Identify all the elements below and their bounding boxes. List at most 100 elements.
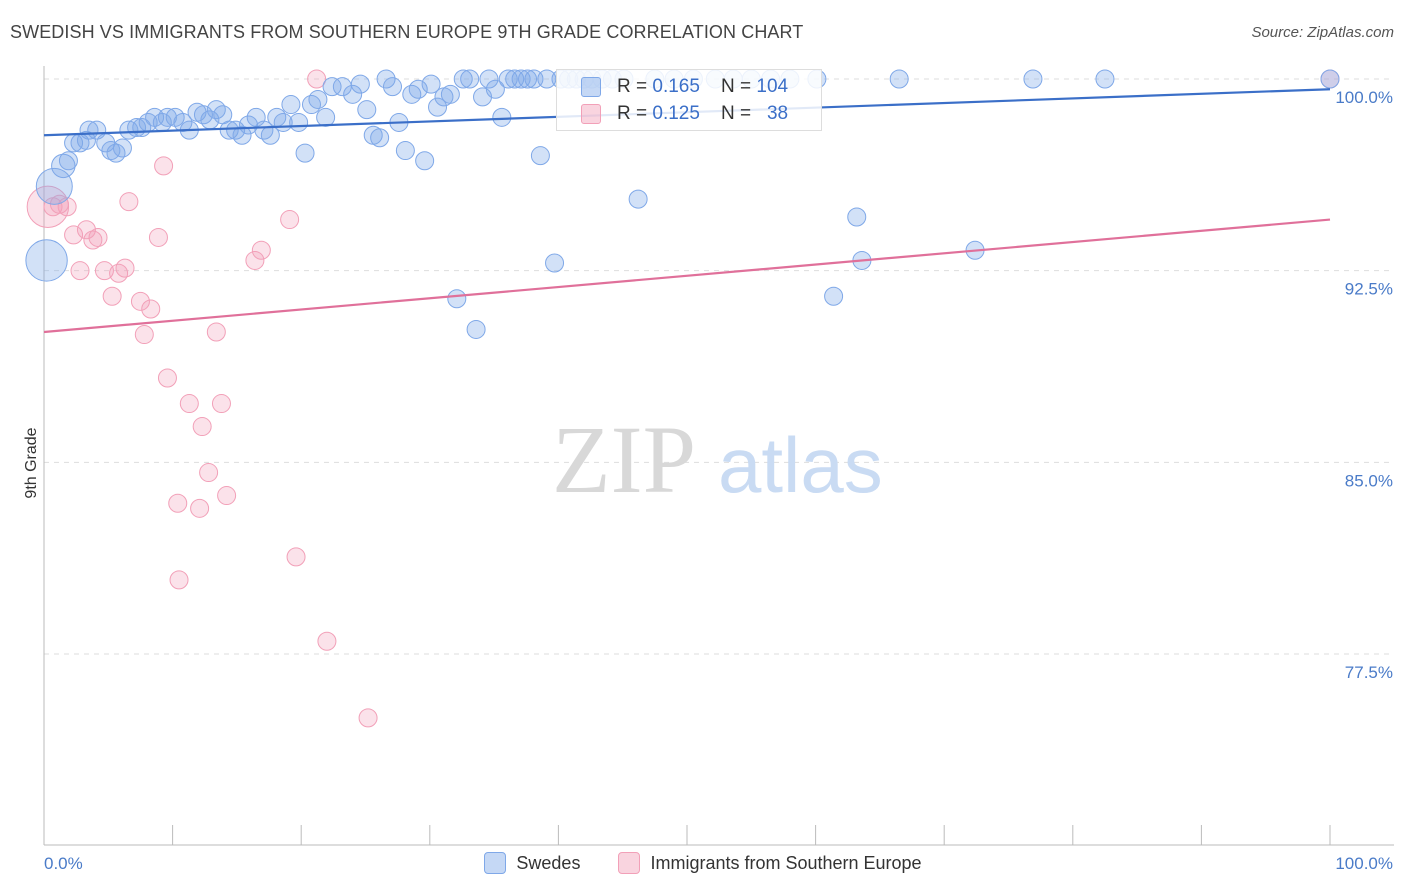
legend-label-swedes: Swedes xyxy=(516,852,581,873)
southern-point xyxy=(94,261,114,281)
southern-point xyxy=(217,486,237,506)
stats-r-label: R = xyxy=(617,103,653,124)
southern-point xyxy=(169,570,189,590)
southern-point xyxy=(109,263,129,283)
southern-point xyxy=(245,250,265,270)
swedes-point xyxy=(206,100,226,120)
stats-swedes-r: 0.165 xyxy=(652,76,700,97)
swedes-point xyxy=(492,107,512,127)
swedes-point xyxy=(530,146,550,166)
stats-swatch-swedes xyxy=(581,77,601,97)
swedes-point xyxy=(460,69,480,89)
gridlines xyxy=(44,78,1394,655)
swedes-point xyxy=(308,89,328,109)
southern-point xyxy=(211,394,231,414)
bottom-legend: Swedes Immigrants from Southern Europe xyxy=(0,852,1406,874)
x-tick-label: 100.0% xyxy=(1335,854,1393,873)
swedes-point xyxy=(415,151,435,171)
swedes-point xyxy=(370,128,390,148)
axes xyxy=(43,66,1394,846)
southern-point xyxy=(192,417,212,437)
swedes-point xyxy=(232,125,252,145)
stats-swatch-southern xyxy=(581,104,601,124)
swedes-point xyxy=(537,69,557,89)
chart-title: SWEDISH VS IMMIGRANTS FROM SOUTHERN EURO… xyxy=(10,22,804,42)
stats-legend: R = 0.165 N = 104 R = 0.125 N = 38 xyxy=(556,69,822,131)
swedes-point xyxy=(847,207,867,227)
legend-item-southern[interactable]: Immigrants from Southern Europe xyxy=(618,852,922,874)
southern-point xyxy=(154,156,174,176)
southern-trend-line xyxy=(43,218,1331,334)
legend-item-swedes[interactable]: Swedes xyxy=(484,852,580,874)
swedes-point xyxy=(408,79,428,99)
southern-europe-points xyxy=(26,69,1340,728)
swedes-point xyxy=(295,143,315,163)
swedes-point xyxy=(25,239,68,282)
southern-point xyxy=(280,210,300,230)
southern-point xyxy=(76,220,96,240)
x-tick-label: 0.0% xyxy=(44,854,83,873)
watermark-zip: ZIP xyxy=(552,406,696,513)
swedes-point xyxy=(316,107,336,127)
southern-point xyxy=(199,463,219,483)
y-tick-label: 85.0% xyxy=(1345,471,1393,490)
watermark-atlas: atlas xyxy=(718,421,883,509)
legend-label-southern: Immigrants from Southern Europe xyxy=(650,852,922,873)
y-tick-label: 77.5% xyxy=(1345,663,1393,682)
swedes-point xyxy=(466,319,486,339)
swedes-point xyxy=(440,84,460,104)
swedes-point xyxy=(58,151,78,171)
southern-point xyxy=(64,225,84,245)
southern-point xyxy=(134,325,154,345)
swedes-point xyxy=(824,286,844,306)
southern-point xyxy=(286,547,306,567)
stats-row-swedes: R = 0.165 N = 104 xyxy=(581,74,788,100)
swedes-point xyxy=(479,69,499,89)
southern-point xyxy=(130,291,150,311)
southern-point xyxy=(168,493,188,513)
swedes-point xyxy=(281,95,301,115)
legend-swatch-southern xyxy=(618,852,641,874)
swedes-point xyxy=(402,84,422,104)
southern-point xyxy=(115,258,135,278)
swedes-point xyxy=(485,79,505,99)
swedes-point xyxy=(421,74,441,94)
tick-labels: 100.0% 92.5% 85.0% 77.5% 0.0% 100.0% xyxy=(44,88,1393,873)
swedes-point xyxy=(350,74,370,94)
swedes-point xyxy=(889,69,909,89)
stats-row-southern: R = 0.125 N = 38 xyxy=(581,101,789,127)
swedes-point xyxy=(453,69,473,89)
swedes-point xyxy=(157,107,177,127)
southern-point xyxy=(190,498,210,518)
source-label: Source: ZipAtlas.com xyxy=(1251,24,1394,41)
swedes-point xyxy=(219,120,239,140)
swedes-point xyxy=(518,69,538,89)
southern-point xyxy=(358,708,378,728)
swedes-point xyxy=(357,100,377,120)
southern-point xyxy=(251,240,271,260)
southern-point xyxy=(102,286,122,306)
swedes-point xyxy=(193,105,213,125)
swedes-point xyxy=(173,112,193,132)
stats-n-label: N = xyxy=(721,103,757,124)
swedes-point xyxy=(376,69,396,89)
swedes-point xyxy=(301,95,321,115)
southern-point xyxy=(88,227,108,247)
swedes-point xyxy=(1095,69,1115,89)
southern-point xyxy=(317,631,337,651)
swedes-point xyxy=(383,77,403,97)
swedes-point xyxy=(322,77,342,97)
swedes-point xyxy=(545,253,565,273)
stats-southern-r: 0.125 xyxy=(652,103,700,124)
swedes-point xyxy=(106,143,126,163)
stats-southern-n: 38 xyxy=(766,103,789,124)
swedes-point xyxy=(101,141,121,161)
y-axis-label: 9th Grade xyxy=(23,427,40,498)
southern-point xyxy=(141,299,161,319)
swedes-point xyxy=(447,289,467,309)
swedes-point xyxy=(289,112,309,132)
stats-r-label: R = xyxy=(617,76,653,97)
swedes-point xyxy=(51,153,76,179)
swedes-point xyxy=(254,120,274,140)
